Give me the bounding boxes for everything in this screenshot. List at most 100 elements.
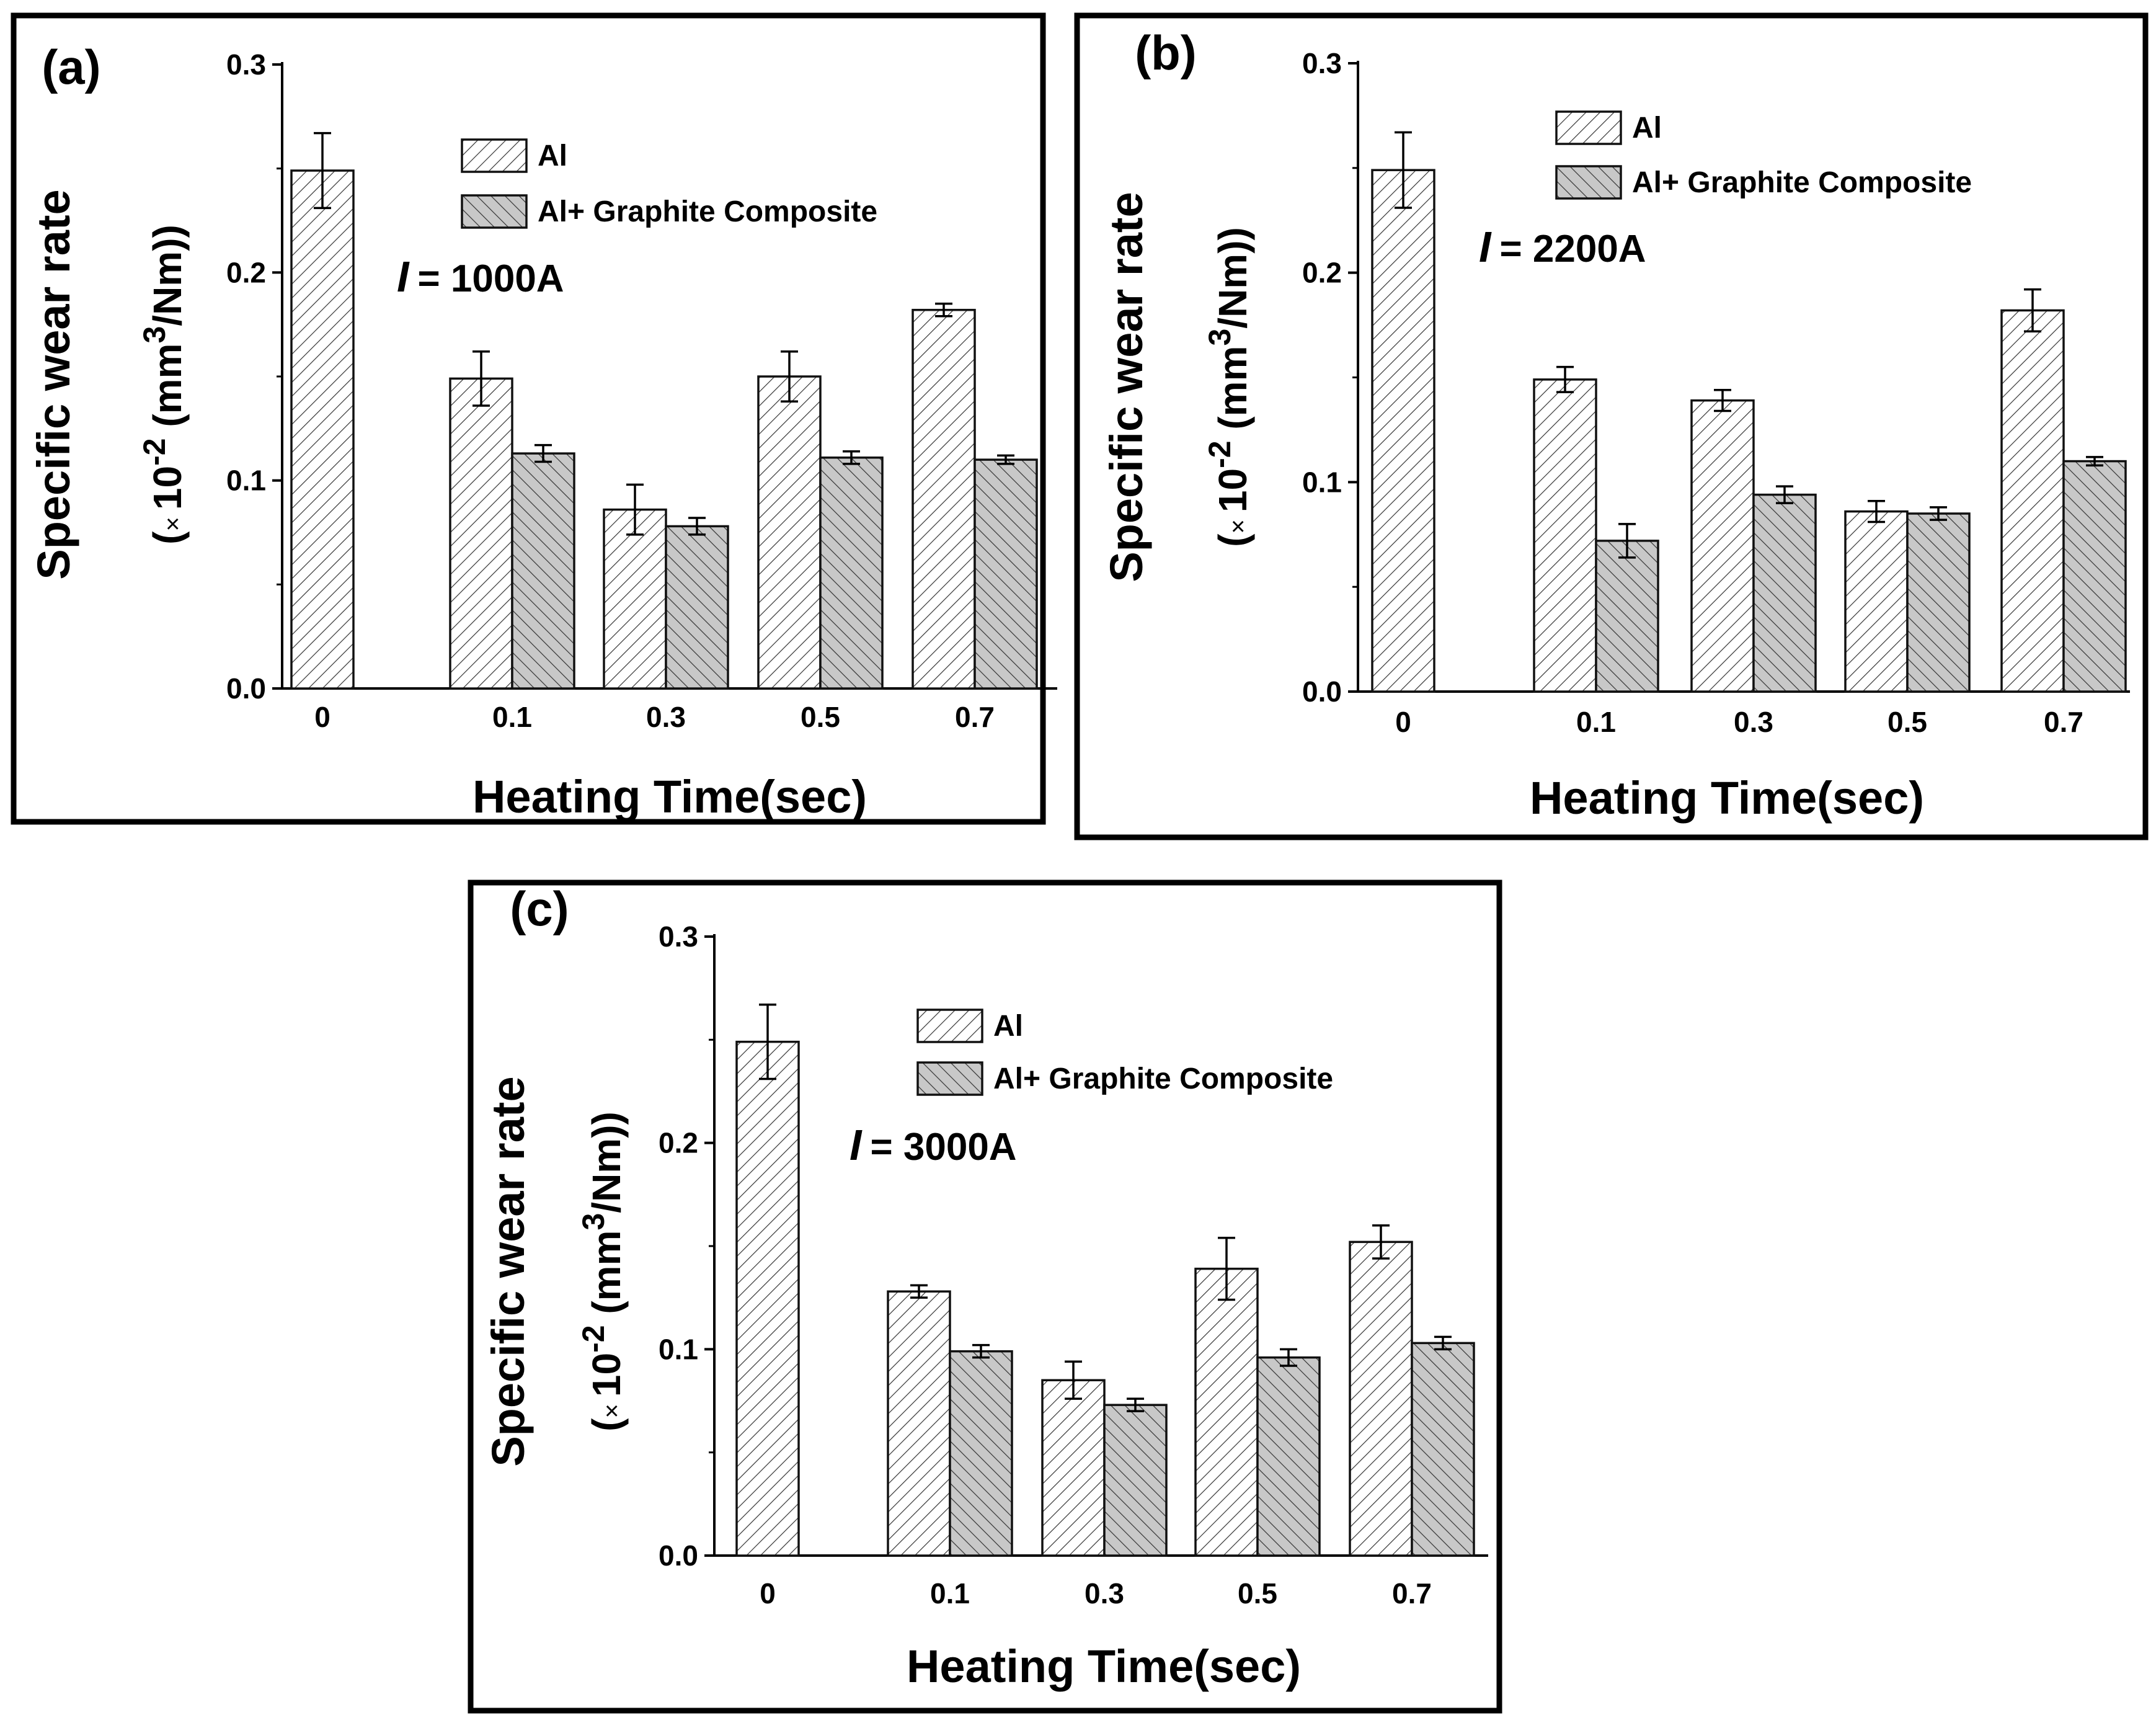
- error-bar: [314, 131, 331, 210]
- current-value: = 3000A: [870, 1126, 1016, 1169]
- legend-swatch-composite: [1555, 165, 1622, 200]
- chart-panel: (a) 0.0 0.1 0.2 0.3 0 0.1 0.3 0.5 0.7 Al Al+ Graphi…: [11, 12, 1057, 825]
- bar-composite: [1595, 540, 1659, 693]
- legend-swatch-composite: [916, 1061, 983, 1096]
- bar-al: [887, 1290, 951, 1557]
- unit-mm: (mm: [584, 1230, 629, 1325]
- error-bar: [1868, 499, 1885, 523]
- x-axis-label: Heating Time(sec): [907, 1641, 1301, 1692]
- x-tick-label: 0.5: [1888, 706, 1927, 738]
- error-bar: [688, 517, 706, 536]
- bar-composite: [819, 456, 884, 690]
- legend-label: Al: [993, 1010, 1023, 1043]
- unit-exponent: -2: [576, 1325, 611, 1352]
- bar-composite: [2062, 460, 2127, 693]
- error-bar: [472, 350, 490, 407]
- y-axis-unit-label: (× 10-2 (mm3/Nm)): [576, 1111, 629, 1432]
- y-tick-label: 0.0: [659, 1539, 698, 1572]
- x-tick-label: 0.7: [955, 701, 995, 733]
- error-bar: [1065, 1360, 1082, 1400]
- unit-base: 10: [584, 1353, 629, 1397]
- bar-composite: [1256, 1356, 1321, 1557]
- x-tick-label: 0.3: [1734, 706, 1773, 738]
- bar-al: [603, 508, 667, 690]
- error-bar: [1395, 131, 1412, 209]
- error-bar: [2086, 456, 2103, 467]
- legend-label: Al+ Graphite Composite: [538, 195, 877, 228]
- error-bar: [972, 1343, 990, 1359]
- current-symbol: I: [397, 252, 410, 301]
- legend-swatch-composite: [461, 194, 528, 229]
- error-bar: [997, 454, 1014, 465]
- current-annotation: I = 1000A: [397, 252, 564, 301]
- error-bar: [1556, 365, 1574, 393]
- unit-tail: /Nm)): [1210, 227, 1255, 329]
- x-tick-label: 0.7: [2044, 706, 2083, 738]
- panel-label: (b): [1135, 25, 1197, 80]
- bar-composite: [665, 525, 729, 690]
- legend-swatch-al: [461, 138, 528, 173]
- legend: Al Al+ Graphite Composite: [916, 1009, 1333, 1096]
- bar-al: [2000, 309, 2065, 693]
- x-axis-label: Heating Time(sec): [472, 771, 867, 822]
- current-value: = 2200A: [1499, 228, 1646, 270]
- times-symbol: ×: [598, 1397, 626, 1418]
- bar-al: [1371, 169, 1435, 693]
- bar-al: [912, 308, 976, 690]
- times-symbol: ×: [159, 510, 187, 531]
- error-bar: [1127, 1397, 1144, 1412]
- current-annotation: I = 2200A: [1479, 223, 1646, 271]
- y-tick-label: 0.1: [659, 1333, 698, 1365]
- unit-cube: 3: [137, 326, 172, 344]
- error-bar: [1776, 485, 1793, 504]
- x-tick-label: 0.3: [646, 701, 686, 733]
- y-tick-label: 0.3: [226, 48, 266, 81]
- unit-exponent: -2: [1202, 440, 1237, 468]
- current-symbol: I: [850, 1121, 863, 1169]
- chart-panel: (b) 0.0 0.1 0.2 0.3 0 0.1 0.3 0.5 0.7 Al Al+ Graphi…: [1074, 12, 2149, 840]
- bar-composite: [949, 1350, 1013, 1557]
- error-bar: [843, 450, 860, 465]
- unit-mm: (mm: [1210, 345, 1255, 440]
- unit-exponent: -2: [137, 438, 172, 465]
- bar-al: [735, 1040, 800, 1557]
- error-bar: [1714, 389, 1731, 412]
- bar-al: [1041, 1379, 1106, 1557]
- legend-swatch-al: [1555, 110, 1622, 145]
- error-bar: [1434, 1335, 1452, 1351]
- y-axis-label: Specific wear rate: [482, 1076, 534, 1466]
- bar-al: [1690, 399, 1755, 693]
- y-tick-label: 0.2: [659, 1127, 698, 1159]
- bar-composite: [1411, 1342, 1475, 1557]
- error-bar: [1280, 1348, 1297, 1367]
- error-bar: [910, 1284, 928, 1299]
- bar-al: [1844, 510, 1909, 693]
- error-bar: [1372, 1224, 1390, 1260]
- error-bar: [781, 350, 798, 403]
- error-bar: [2024, 288, 2041, 332]
- unit-open-paren: (: [145, 531, 190, 545]
- unit-tail: /Nm)): [145, 225, 190, 326]
- legend-label: Al: [1632, 112, 1662, 145]
- unit-open-paren: (: [584, 1418, 629, 1432]
- x-tick-label: 0.3: [1085, 1577, 1124, 1610]
- legend-label: Al+ Graphite Composite: [1632, 166, 1972, 199]
- bar-composite: [1906, 512, 1971, 693]
- error-bar: [1930, 506, 1947, 521]
- x-tick-label: 0.1: [1576, 706, 1616, 738]
- times-symbol: ×: [1225, 512, 1252, 533]
- panel-frame: [1074, 12, 2149, 840]
- panel-frame: [11, 12, 1046, 825]
- y-axis-label: Specific wear rate: [1101, 192, 1152, 582]
- y-axis-unit-label: (× 10-2 (mm3/Nm)): [137, 225, 190, 545]
- current-value: = 1000A: [417, 257, 564, 300]
- legend-label: Al: [538, 140, 567, 172]
- panel-label: (a): [42, 40, 100, 94]
- x-tick-label: 0: [1395, 706, 1411, 738]
- error-bar: [626, 483, 644, 536]
- error-bar: [535, 443, 552, 463]
- legend: Al Al+ Graphite Composite: [1555, 110, 1972, 200]
- bar-composite: [1752, 493, 1817, 693]
- y-tick-label: 0.1: [226, 465, 266, 497]
